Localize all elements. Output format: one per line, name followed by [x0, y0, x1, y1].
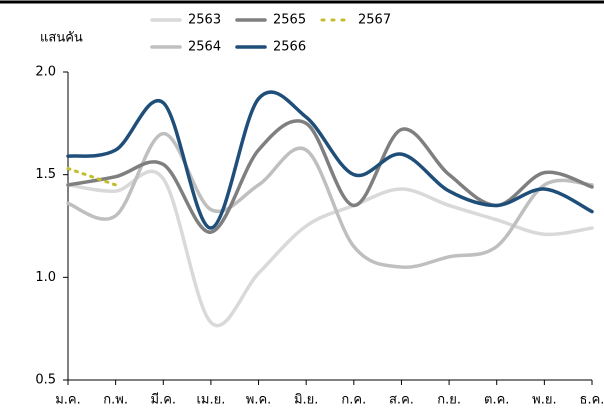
y-tick-label: 1.5 — [35, 167, 56, 182]
legend-label: 2566 — [273, 40, 306, 55]
x-tick-label: ก.ย. — [437, 393, 461, 408]
legend-label: 2565 — [273, 13, 306, 28]
x-tick-label: ม.ค. — [55, 393, 81, 408]
x-tick-label: เม.ย. — [196, 393, 225, 408]
series-line — [66, 169, 594, 328]
x-tick-label: มี.ค. — [151, 392, 177, 408]
x-tick-label: พ.ค. — [246, 393, 272, 408]
x-tick-label: ก.ค. — [341, 393, 366, 408]
legend-label: 2563 — [188, 13, 221, 28]
x-tick-label: ต.ค. — [484, 393, 509, 408]
legend-label: 2564 — [188, 40, 221, 55]
y-tick-label: 0.5 — [35, 373, 56, 388]
x-tick-label: ก.พ. — [103, 393, 128, 408]
series-line — [66, 131, 594, 270]
y-tick-label: 1.0 — [35, 270, 56, 285]
series-line — [66, 167, 118, 187]
x-tick-label: ส.ค. — [389, 393, 414, 408]
x-tick-label: ธ.ค. — [580, 393, 604, 408]
y-axis-label: แสนคัน — [40, 31, 83, 46]
legend-label: 2567 — [358, 13, 391, 28]
x-tick-label: มิ.ย. — [294, 393, 318, 408]
x-tick-label: พ.ย. — [532, 393, 556, 408]
y-tick-label: 2.0 — [35, 65, 56, 80]
series-line — [66, 90, 594, 230]
